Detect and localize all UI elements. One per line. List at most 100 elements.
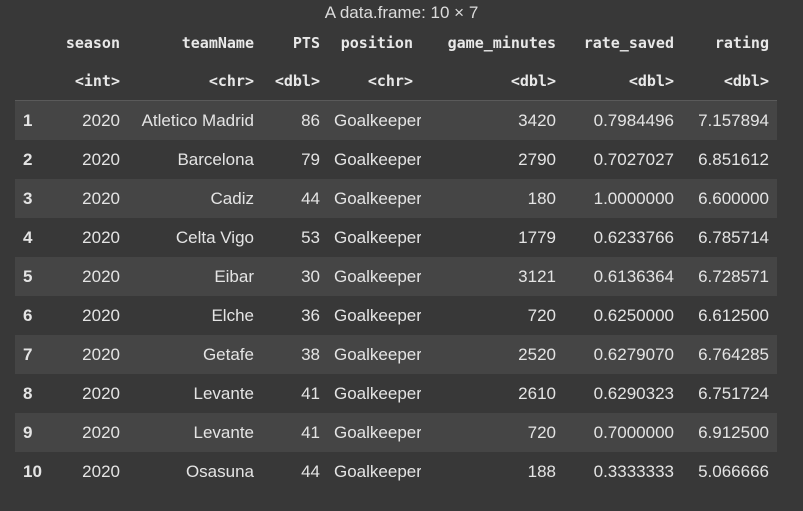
cell-rate-saved: 0.6233766 bbox=[564, 218, 682, 257]
cell-pts: 41 bbox=[262, 413, 328, 452]
row-index: 6 bbox=[15, 296, 55, 335]
column-type-season: <int> bbox=[55, 61, 128, 101]
cell-position: Goalkeeper bbox=[328, 413, 421, 452]
cell-rate-saved: 0.6136364 bbox=[564, 257, 682, 296]
cell-game-minutes: 2610 bbox=[421, 374, 564, 413]
cell-rate-saved: 0.3333333 bbox=[564, 452, 682, 491]
cell-rating: 5.066666 bbox=[682, 452, 777, 491]
cell-teamname: Osasuna bbox=[128, 452, 262, 491]
cell-pts: 44 bbox=[262, 452, 328, 491]
cell-teamname: Levante bbox=[128, 413, 262, 452]
cell-position: Goalkeeper bbox=[328, 218, 421, 257]
cell-game-minutes: 2790 bbox=[421, 140, 564, 179]
cell-position: Goalkeeper bbox=[328, 140, 421, 179]
cell-position: Goalkeeper bbox=[328, 374, 421, 413]
cell-teamname: Elche bbox=[128, 296, 262, 335]
cell-pts: 38 bbox=[262, 335, 328, 374]
column-header-pts: PTS bbox=[292, 33, 320, 52]
cell-season: 2020 bbox=[55, 218, 128, 257]
cell-game-minutes: 720 bbox=[421, 413, 564, 452]
cell-season: 2020 bbox=[55, 179, 128, 218]
cell-season: 2020 bbox=[55, 452, 128, 491]
cell-game-minutes: 2520 bbox=[421, 335, 564, 374]
cell-season: 2020 bbox=[55, 335, 128, 374]
table-row: 3 2020 Cadiz 44 Goalkeeper 180 1.0000000… bbox=[15, 179, 777, 218]
cell-pts: 36 bbox=[262, 296, 328, 335]
cell-position: Goalkeeper bbox=[328, 100, 421, 140]
cell-pts: 30 bbox=[262, 257, 328, 296]
column-header-position: position bbox=[340, 33, 413, 52]
column-type-row: <int> <chr> <dbl> <chr> <dbl> <dbl> <dbl… bbox=[15, 61, 777, 101]
table-caption: A data.frame: 10 × 7 bbox=[324, 3, 479, 22]
column-name-row: season teamName PTS position game_minute… bbox=[15, 24, 777, 61]
cell-season: 2020 bbox=[55, 257, 128, 296]
cell-pts: 86 bbox=[262, 100, 328, 140]
cell-position: Goalkeeper bbox=[328, 257, 421, 296]
cell-game-minutes: 720 bbox=[421, 296, 564, 335]
column-type-rating: <dbl> bbox=[682, 61, 777, 101]
table-row: 9 2020 Levante 41 Goalkeeper 720 0.70000… bbox=[15, 413, 777, 452]
table-row: 5 2020 Eibar 30 Goalkeeper 3121 0.613636… bbox=[15, 257, 777, 296]
cell-season: 2020 bbox=[55, 413, 128, 452]
cell-rating: 6.851612 bbox=[682, 140, 777, 179]
row-index: 4 bbox=[15, 218, 55, 257]
table-row: 1 2020 Atletico Madrid 86 Goalkeeper 342… bbox=[15, 100, 777, 140]
cell-rating: 6.785714 bbox=[682, 218, 777, 257]
cell-rate-saved: 0.7984496 bbox=[564, 100, 682, 140]
cell-position: Goalkeeper bbox=[328, 335, 421, 374]
cell-game-minutes: 3420 bbox=[421, 100, 564, 140]
column-type-teamname: <chr> bbox=[128, 61, 262, 101]
row-index: 7 bbox=[15, 335, 55, 374]
column-type-rate-saved: <dbl> bbox=[564, 61, 682, 101]
table-row: 7 2020 Getafe 38 Goalkeeper 2520 0.62790… bbox=[15, 335, 777, 374]
table-row: 8 2020 Levante 41 Goalkeeper 2610 0.6290… bbox=[15, 374, 777, 413]
column-type-position: <chr> bbox=[328, 61, 421, 101]
cell-teamname: Cadiz bbox=[128, 179, 262, 218]
column-header-game-minutes: game_minutes bbox=[447, 33, 556, 52]
column-header-season: season bbox=[65, 33, 120, 52]
row-index: 5 bbox=[15, 257, 55, 296]
cell-rate-saved: 0.7027027 bbox=[564, 140, 682, 179]
row-index: 1 bbox=[15, 100, 55, 140]
cell-position: Goalkeeper bbox=[328, 452, 421, 491]
row-index: 9 bbox=[15, 413, 55, 452]
cell-position: Goalkeeper bbox=[328, 296, 421, 335]
index-type-header bbox=[15, 61, 55, 101]
column-header-rate-saved: rate_saved bbox=[583, 33, 674, 52]
column-type-pts: <dbl> bbox=[262, 61, 328, 101]
cell-rating: 6.600000 bbox=[682, 179, 777, 218]
cell-teamname: Atletico Madrid bbox=[128, 100, 262, 140]
cell-teamname: Levante bbox=[128, 374, 262, 413]
cell-game-minutes: 188 bbox=[421, 452, 564, 491]
cell-rating: 7.157894 bbox=[682, 100, 777, 140]
cell-teamname: Barcelona bbox=[128, 140, 262, 179]
cell-rate-saved: 0.6290323 bbox=[564, 374, 682, 413]
column-header-rating: rating bbox=[714, 33, 769, 52]
cell-rating: 6.751724 bbox=[682, 374, 777, 413]
cell-rate-saved: 0.7000000 bbox=[564, 413, 682, 452]
column-header-teamname: teamName bbox=[181, 33, 254, 52]
row-index: 3 bbox=[15, 179, 55, 218]
cell-position: Goalkeeper bbox=[328, 179, 421, 218]
cell-season: 2020 bbox=[55, 100, 128, 140]
cell-game-minutes: 180 bbox=[421, 179, 564, 218]
cell-pts: 79 bbox=[262, 140, 328, 179]
cell-season: 2020 bbox=[55, 296, 128, 335]
cell-rating: 6.912500 bbox=[682, 413, 777, 452]
cell-rate-saved: 1.0000000 bbox=[564, 179, 682, 218]
column-type-game-minutes: <dbl> bbox=[421, 61, 564, 101]
table-row: 10 2020 Osasuna 44 Goalkeeper 188 0.3333… bbox=[15, 452, 777, 491]
cell-rating: 6.728571 bbox=[682, 257, 777, 296]
cell-rating: 6.764285 bbox=[682, 335, 777, 374]
table-row: 2 2020 Barcelona 79 Goalkeeper 2790 0.70… bbox=[15, 140, 777, 179]
row-index: 10 bbox=[15, 452, 55, 491]
data-table: season teamName PTS position game_minute… bbox=[15, 24, 777, 491]
cell-rating: 6.612500 bbox=[682, 296, 777, 335]
table-row: 4 2020 Celta Vigo 53 Goalkeeper 1779 0.6… bbox=[15, 218, 777, 257]
cell-rate-saved: 0.6279070 bbox=[564, 335, 682, 374]
cell-season: 2020 bbox=[55, 374, 128, 413]
cell-rate-saved: 0.6250000 bbox=[564, 296, 682, 335]
cell-pts: 44 bbox=[262, 179, 328, 218]
cell-teamname: Getafe bbox=[128, 335, 262, 374]
